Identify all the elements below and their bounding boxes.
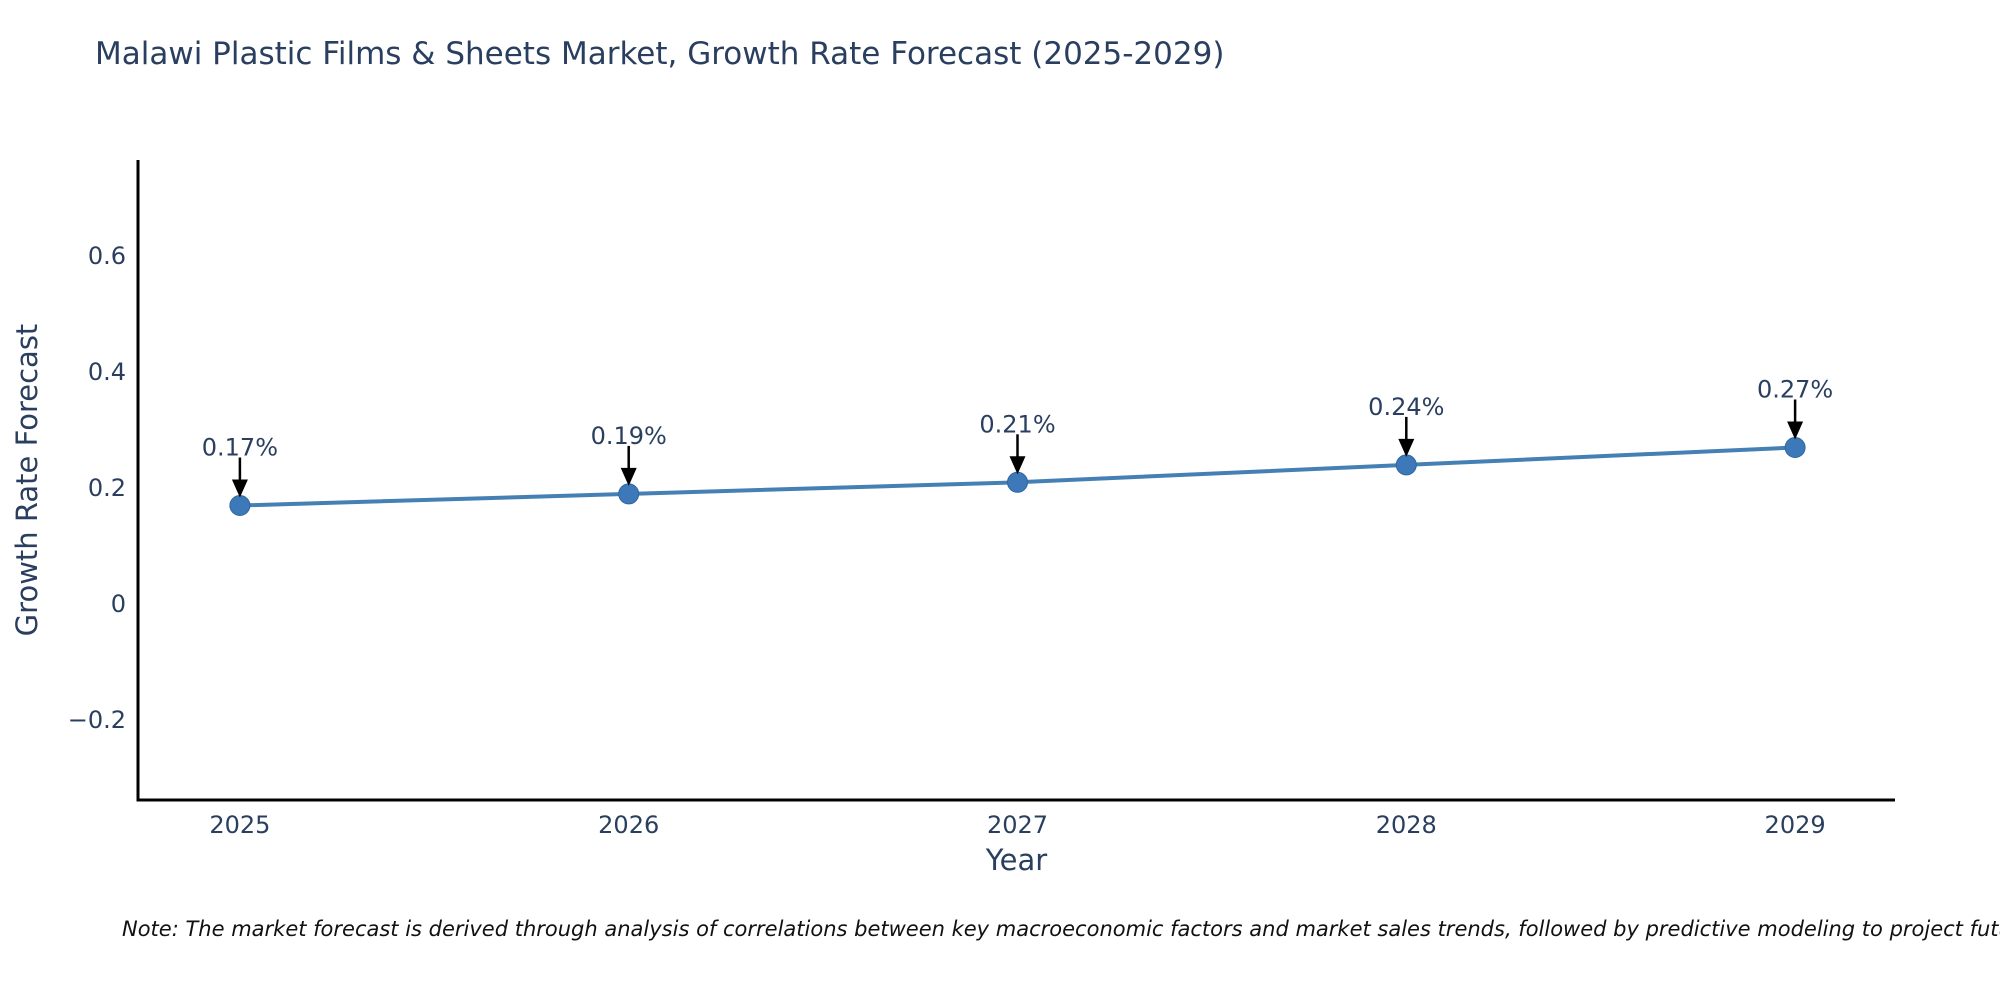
y-tick-label: 0.6 bbox=[88, 242, 126, 270]
y-tick-label: 0 bbox=[111, 590, 126, 618]
annotation-arrowhead bbox=[1009, 456, 1026, 475]
x-tick-label: 2029 bbox=[1765, 811, 1826, 839]
x-tick-label: 2027 bbox=[987, 811, 1048, 839]
x-tick-label: 2026 bbox=[598, 811, 659, 839]
data-point-marker bbox=[1395, 454, 1417, 476]
footnote: Note: The market forecast is derived thr… bbox=[122, 917, 2000, 941]
y-tick-label: 0.2 bbox=[88, 474, 126, 502]
x-tick-label: 2028 bbox=[1376, 811, 1437, 839]
y-axis-title: Growth Rate Forecast bbox=[10, 324, 44, 637]
point-annotation-label: 0.27% bbox=[1757, 376, 1833, 404]
x-axis-title: Year bbox=[985, 843, 1047, 877]
x-tick-label: 2025 bbox=[209, 811, 270, 839]
chart-title: Malawi Plastic Films & Sheets Market, Gr… bbox=[95, 36, 1225, 72]
annotation-arrowhead bbox=[1398, 438, 1415, 457]
y-tick-label: −0.2 bbox=[68, 706, 126, 734]
annotation-arrowhead bbox=[1787, 421, 1804, 440]
y-tick-label: 0.4 bbox=[88, 358, 126, 386]
point-annotation-label: 0.19% bbox=[591, 422, 667, 450]
annotation-arrowhead bbox=[620, 467, 637, 486]
data-point-marker bbox=[229, 495, 251, 516]
data-point-marker bbox=[618, 483, 640, 505]
annotation-arrowhead bbox=[231, 479, 248, 498]
data-point-marker bbox=[1784, 437, 1806, 458]
data-point-marker bbox=[1007, 471, 1028, 493]
point-annotation-label: 0.21% bbox=[979, 410, 1055, 438]
point-annotation-label: 0.24% bbox=[1368, 393, 1444, 421]
point-annotation-label: 0.17% bbox=[202, 434, 278, 462]
